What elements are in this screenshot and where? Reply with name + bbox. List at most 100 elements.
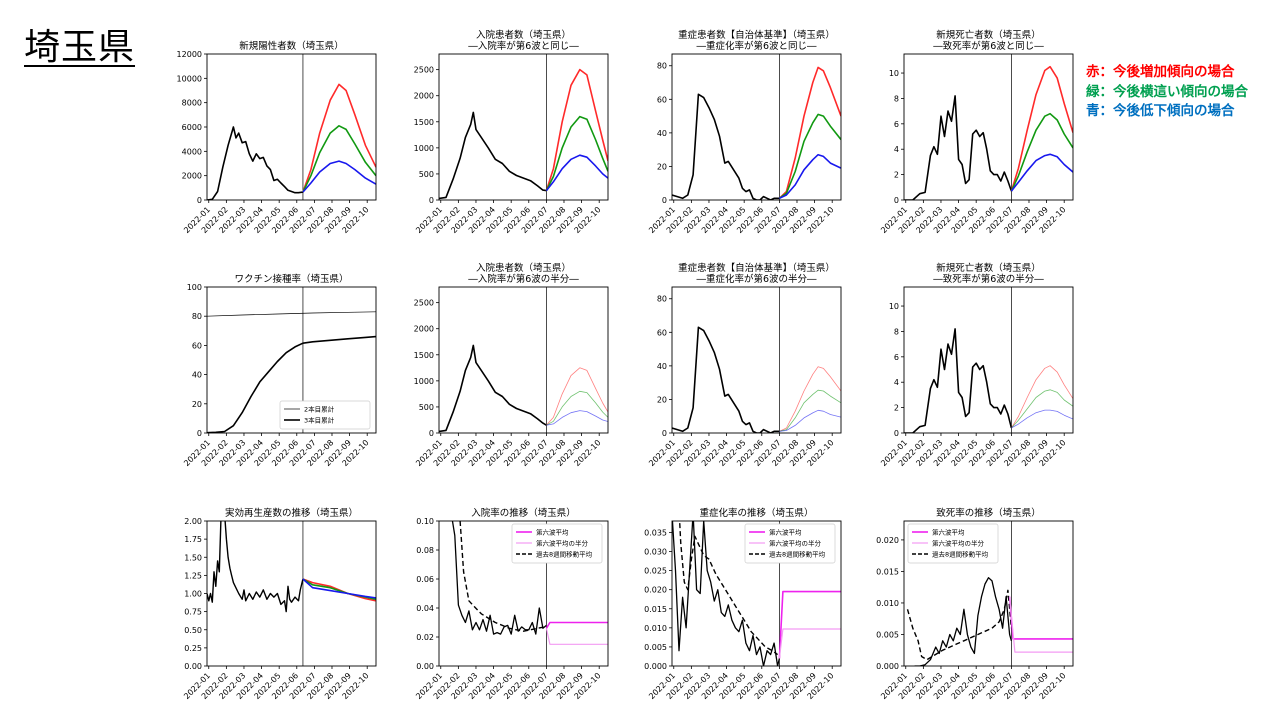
legend-decrease-text: 青：今後低下傾向の場合 xyxy=(1086,103,1235,119)
y-tick-label: 0 xyxy=(894,196,899,205)
series-moving-average xyxy=(678,521,779,656)
legend-increase-text: 赤：今後増加傾向の場合 xyxy=(1086,64,1235,80)
chart-title: 新規死亡者数（埼玉県） xyxy=(936,262,1041,274)
legend-label: 3本目累計 xyxy=(304,416,335,425)
chart-c11: 重症化率の推移（埼玉県） 0.000 0.005 0.010 0.015 0.020 0.0… xyxy=(644,507,842,701)
y-tick-label: 0.025 xyxy=(644,567,667,576)
legend-flat-note: 緑：今後横這い傾向の場合 xyxy=(1086,80,1248,100)
y-tick-label: 0.000 xyxy=(876,662,899,671)
series-increase xyxy=(778,66,841,199)
y-tick-label: 80 xyxy=(192,312,202,321)
series-decrease xyxy=(546,410,608,426)
y-tick-label: 6 xyxy=(894,120,899,129)
y-tick-label: 0.005 xyxy=(644,643,667,652)
legend-label: 第六波平均の半分 xyxy=(769,539,822,548)
series-observed xyxy=(672,326,780,433)
series-increase xyxy=(546,367,608,426)
y-tick-label: 10 xyxy=(889,302,899,311)
y-tick-label: 1.75 xyxy=(184,535,202,544)
series-flat xyxy=(1011,389,1073,429)
plot-frame xyxy=(438,286,609,434)
chart-title: ワクチン接種率（埼玉県） xyxy=(234,273,348,285)
legend-label: 過去8週間移動平均 xyxy=(536,550,593,559)
series-increase xyxy=(779,366,841,432)
plot-frame xyxy=(671,520,842,667)
y-tick-label: 1.25 xyxy=(184,571,202,580)
series-wave6-half xyxy=(1009,596,1073,653)
y-tick-label: 20 xyxy=(657,162,667,171)
y-tick-label: 0.75 xyxy=(184,608,202,617)
series-decrease xyxy=(779,153,841,200)
series-decrease xyxy=(302,160,376,193)
series-moving-average xyxy=(459,521,545,632)
series-decrease xyxy=(779,409,841,432)
series-observed xyxy=(439,111,547,200)
y-tick-label: 6000 xyxy=(182,123,202,132)
series-observed xyxy=(451,521,547,635)
series-observed xyxy=(914,577,1013,666)
chart-c9: 実効再生産数の推移（埼玉県） 0.00 0.25 0.50 0.75 1.00 1.25 1.… xyxy=(182,507,377,701)
y-tick-label: 8 xyxy=(894,327,899,336)
y-tick-label: 20 xyxy=(192,400,202,409)
y-tick-label: 0 xyxy=(197,196,202,205)
chart-c4: 新規死亡者数（埼玉県）―致死率が第6波と同じ―02468102022-01202… xyxy=(879,29,1074,235)
legend-label: 第六波平均 xyxy=(536,528,569,537)
y-tick-label: 2 xyxy=(894,404,899,413)
y-tick-label: 0.00 xyxy=(416,662,434,671)
chart-title: ―重症化率が第6波の半分― xyxy=(696,273,817,285)
y-tick-label: 0.015 xyxy=(876,567,899,576)
chart-title: ―入院率が第6波と同じ― xyxy=(468,40,579,52)
series-moving-average xyxy=(906,589,1013,661)
plot-frame xyxy=(206,520,377,667)
chart-title: ―重症化率が第6波と同じ― xyxy=(696,40,817,52)
plot-frame xyxy=(206,53,377,201)
y-tick-label: 2500 xyxy=(414,299,434,308)
chart-title: 致死率の推移（埼玉県） xyxy=(936,507,1041,519)
y-tick-label: 60 xyxy=(657,328,667,337)
chart-c8: 新規死亡者数（埼玉県）―致死率が第6波の半分―02468102022-01202… xyxy=(879,262,1074,468)
y-tick-label: 60 xyxy=(192,341,202,350)
y-tick-label: 0.020 xyxy=(644,586,667,595)
y-tick-label: 40 xyxy=(192,371,202,380)
legend-decrease-note: 青：今後低下傾向の場合 xyxy=(1086,99,1235,119)
y-tick-label: 0.10 xyxy=(416,517,434,526)
y-tick-label: 0.020 xyxy=(876,536,899,545)
series-dose3 xyxy=(207,335,376,433)
y-tick-label: 40 xyxy=(657,362,667,371)
legend-flat-text: 緑：今後横這い傾向の場合 xyxy=(1086,84,1248,100)
y-tick-label: 6 xyxy=(894,353,899,362)
series-observed xyxy=(672,93,780,200)
y-tick-label: 0.50 xyxy=(184,626,202,635)
chart-c3: 重症患者数【自治体基準】（埼玉県）―重症化率が第6波と同じ―0204060802… xyxy=(647,29,842,235)
series-flat xyxy=(545,115,608,191)
plot-frame xyxy=(438,520,609,667)
series-flat xyxy=(778,113,841,199)
y-tick-label: 0.035 xyxy=(644,528,667,537)
chart-title: 重症患者数【自治体基準】（埼玉県） xyxy=(678,262,835,274)
legend-label: 第六波平均 xyxy=(769,528,802,537)
series-flat xyxy=(546,390,608,426)
series-decrease xyxy=(545,154,608,192)
series-wave6-average xyxy=(545,621,608,629)
chart-title: ―致死率が第6波の半分― xyxy=(933,273,1044,285)
series-observed xyxy=(672,521,781,666)
series-flat xyxy=(779,389,841,432)
chart-c2: 入院患者数（埼玉県）―入院率が第6波と同じ― 0 500 1000 1500 2000 25… xyxy=(414,29,609,235)
y-tick-label: 0.005 xyxy=(876,630,899,639)
y-tick-label: 2.00 xyxy=(184,517,202,526)
chart-title: 重症化率の推移（埼玉県） xyxy=(699,507,813,519)
y-tick-label: 10000 xyxy=(177,74,202,83)
series-decrease xyxy=(1010,153,1073,192)
y-tick-label: 0.015 xyxy=(644,605,667,614)
y-tick-label: 8000 xyxy=(182,99,202,108)
series-increase xyxy=(545,68,608,191)
y-tick-label: 1500 xyxy=(414,351,434,360)
y-tick-label: 0.00 xyxy=(184,662,202,671)
chart-title: 実効再生産数の推移（埼玉県） xyxy=(225,507,358,519)
chart-title: 重症患者数【自治体基準】（埼玉県） xyxy=(678,29,835,41)
chart-c10: 入院率の推移（埼玉県）0.000.020.040.060.080.102022-… xyxy=(414,507,609,701)
series-decrease xyxy=(1011,409,1073,429)
series-flat xyxy=(302,578,376,601)
